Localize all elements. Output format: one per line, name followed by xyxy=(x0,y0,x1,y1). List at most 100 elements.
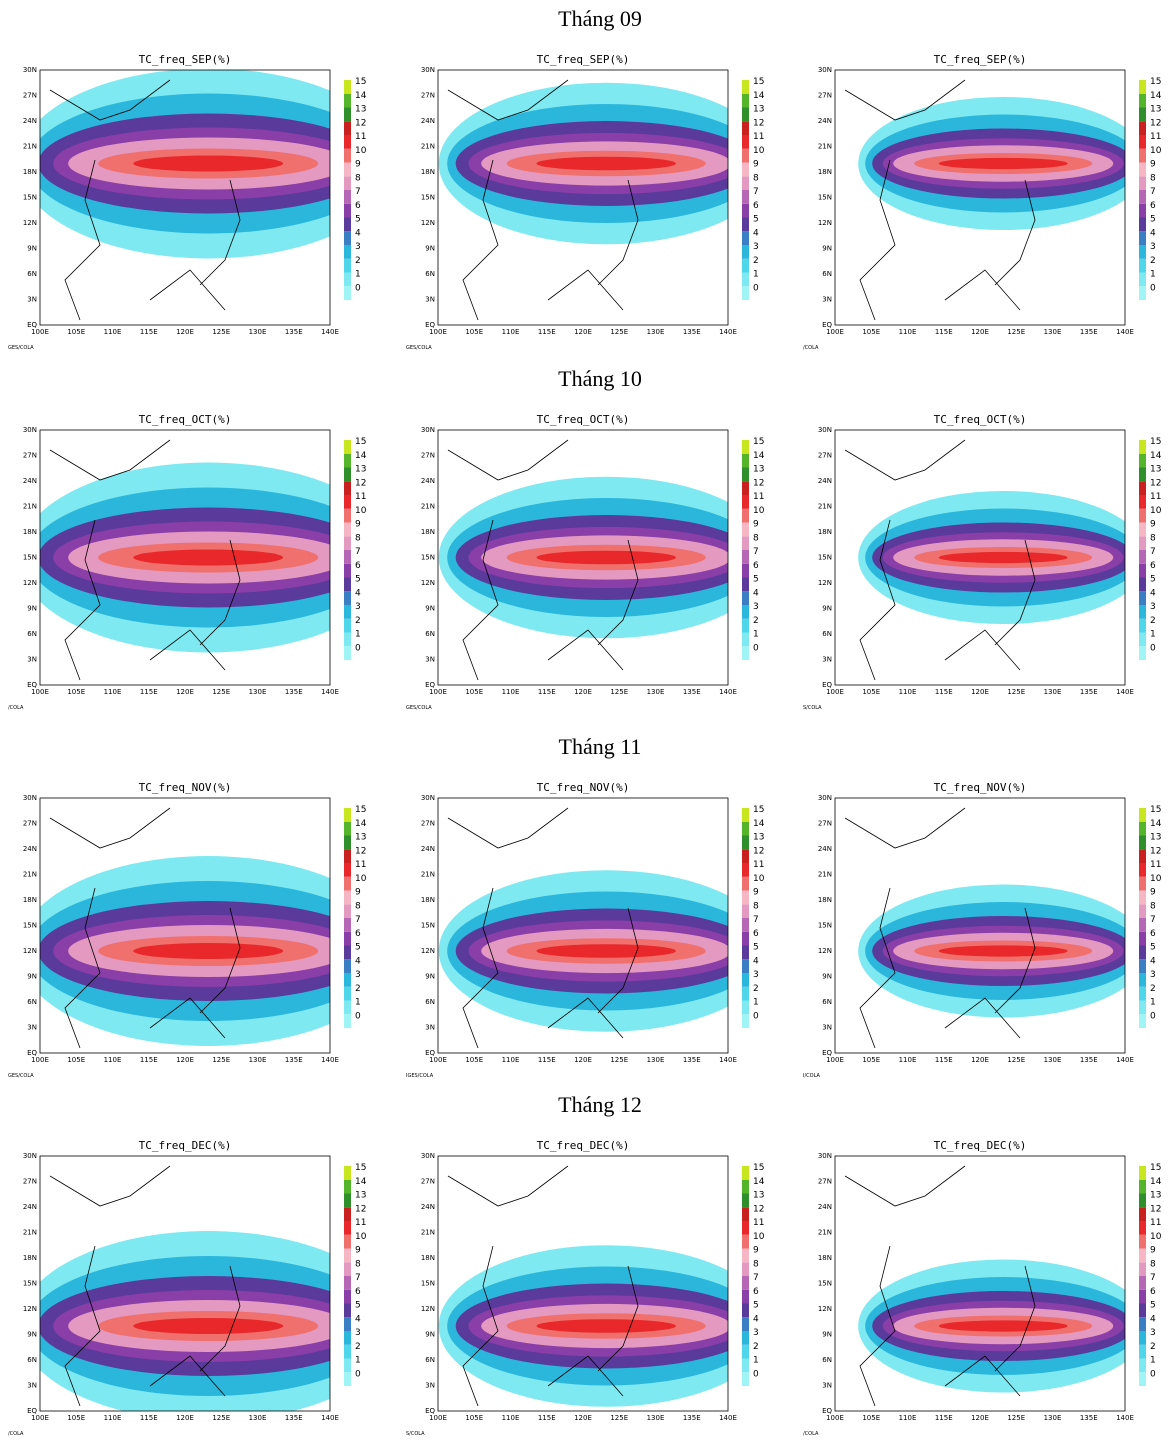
colorbar-swatch xyxy=(1139,121,1146,135)
colorbar-swatch xyxy=(742,1234,749,1249)
contour-band xyxy=(938,1320,1068,1332)
colorbar-swatch xyxy=(344,481,351,495)
colorbar-swatch xyxy=(742,272,749,287)
lat-label: 21N xyxy=(421,143,435,151)
panel-footer: S/COLA xyxy=(803,705,822,711)
colorbar-swatch xyxy=(742,1193,749,1208)
lon-label: 105E xyxy=(862,1414,880,1422)
colorbar-label: 0 xyxy=(753,1369,759,1379)
colorbar-swatch xyxy=(344,1166,351,1180)
lat-label: 15N xyxy=(421,1280,435,1288)
lat-label: 12N xyxy=(818,579,832,587)
colorbar-swatch xyxy=(344,286,351,300)
colorbar-swatch xyxy=(1139,231,1146,245)
colorbar-label: 10 xyxy=(355,506,367,516)
colorbar-swatch xyxy=(344,1179,351,1194)
lon-label: 120E xyxy=(574,1056,592,1064)
colorbar-swatch xyxy=(344,176,351,190)
lat-label: 18N xyxy=(421,1254,435,1262)
colorbar-swatch xyxy=(1139,1207,1146,1221)
colorbar-swatch xyxy=(344,135,351,149)
colorbar-swatch xyxy=(742,618,749,633)
colorbar-swatch xyxy=(1139,508,1146,523)
colorbar-label: 4 xyxy=(753,1314,759,1324)
colorbar-swatch xyxy=(742,1331,749,1345)
colorbar-swatch xyxy=(742,1358,749,1373)
lat-label: 6N xyxy=(822,998,832,1006)
colorbar-swatch xyxy=(742,217,749,232)
lat-label: 27N xyxy=(818,92,832,100)
lat-label: 18N xyxy=(421,528,435,536)
lat-label: 21N xyxy=(23,1229,37,1237)
lon-label: 110E xyxy=(502,1056,520,1064)
lon-label: 105E xyxy=(465,328,483,336)
panel-title: TC_freq_SEP(%) xyxy=(934,53,1027,66)
panel-footer: GES/COLA xyxy=(406,345,432,351)
lat-label: 27N xyxy=(23,452,37,460)
plot-frame xyxy=(39,429,331,686)
colorbar-label: 0 xyxy=(355,283,361,293)
row-heading: Tháng 12 xyxy=(558,1092,642,1117)
lat-label: 3N xyxy=(27,296,37,304)
lon-label: 100E xyxy=(826,328,844,336)
colorbar-swatch xyxy=(1139,876,1146,891)
colorbar-swatch xyxy=(742,148,749,163)
lon-label: 105E xyxy=(862,328,880,336)
plot-frame xyxy=(834,1155,1126,1412)
colorbar-swatch xyxy=(742,107,749,122)
lat-label: 18N xyxy=(23,1254,37,1262)
lon-label: 135E xyxy=(1080,1056,1098,1064)
colorbar-swatch xyxy=(1139,808,1146,822)
field xyxy=(858,884,1125,1018)
contour-band xyxy=(133,943,284,959)
colorbar-swatch xyxy=(344,1248,351,1263)
plot-frame xyxy=(39,797,331,1054)
lon-label: 130E xyxy=(1044,328,1062,336)
lon-label: 120E xyxy=(971,1056,989,1064)
colorbar-label: 15 xyxy=(1150,805,1161,815)
colorbar-swatch xyxy=(344,80,351,94)
colorbar-label: 7 xyxy=(355,187,361,197)
lat-label: 30N xyxy=(818,66,832,74)
colorbar-swatch xyxy=(742,876,749,891)
lon-label: 115E xyxy=(538,1056,556,1064)
colorbar-label: 15 xyxy=(753,805,764,815)
colorbar-label: 1 xyxy=(1150,998,1156,1008)
lon-label: 125E xyxy=(610,1414,628,1422)
lon-label: 115E xyxy=(140,1056,158,1064)
lon-label: 130E xyxy=(249,1414,267,1422)
lat-label: 9N xyxy=(425,1331,435,1339)
lat-label: 24N xyxy=(818,1203,832,1211)
field xyxy=(438,82,728,245)
field xyxy=(438,1245,728,1407)
colorbar-label: 7 xyxy=(355,547,361,557)
colorbar-swatch xyxy=(742,646,749,660)
colorbar-swatch xyxy=(344,890,351,905)
colorbar-label: 9 xyxy=(1150,160,1156,170)
colorbar-swatch xyxy=(742,605,749,619)
lon-label: 135E xyxy=(683,1414,701,1422)
colorbar-swatch xyxy=(344,231,351,245)
colorbar-swatch xyxy=(344,986,351,1001)
colorbar-swatch xyxy=(344,1317,351,1331)
colorbar-label: 10 xyxy=(1150,1232,1162,1242)
colorbar-label: 15 xyxy=(355,437,366,447)
colorbar-swatch xyxy=(1139,918,1146,932)
colorbar-swatch xyxy=(742,93,749,108)
lon-label: 135E xyxy=(285,688,303,696)
colorbar-swatch xyxy=(742,577,749,592)
lon-label: 125E xyxy=(212,328,230,336)
lon-label: 120E xyxy=(971,688,989,696)
coastline xyxy=(49,1165,241,1407)
colorbar-swatch xyxy=(1139,1344,1146,1359)
colorbar-label: 14 xyxy=(355,91,367,101)
colorbar-swatch xyxy=(742,890,749,905)
colorbar-swatch xyxy=(742,863,749,877)
colorbar-swatch xyxy=(1139,863,1146,877)
colorbar-swatch xyxy=(344,203,351,218)
colorbar-label: 13 xyxy=(753,465,764,475)
colorbar-swatch xyxy=(344,618,351,633)
lon-label: 100E xyxy=(31,1056,49,1064)
colorbar-label: 12 xyxy=(753,846,764,856)
colorbar-label: 4 xyxy=(1150,588,1156,598)
